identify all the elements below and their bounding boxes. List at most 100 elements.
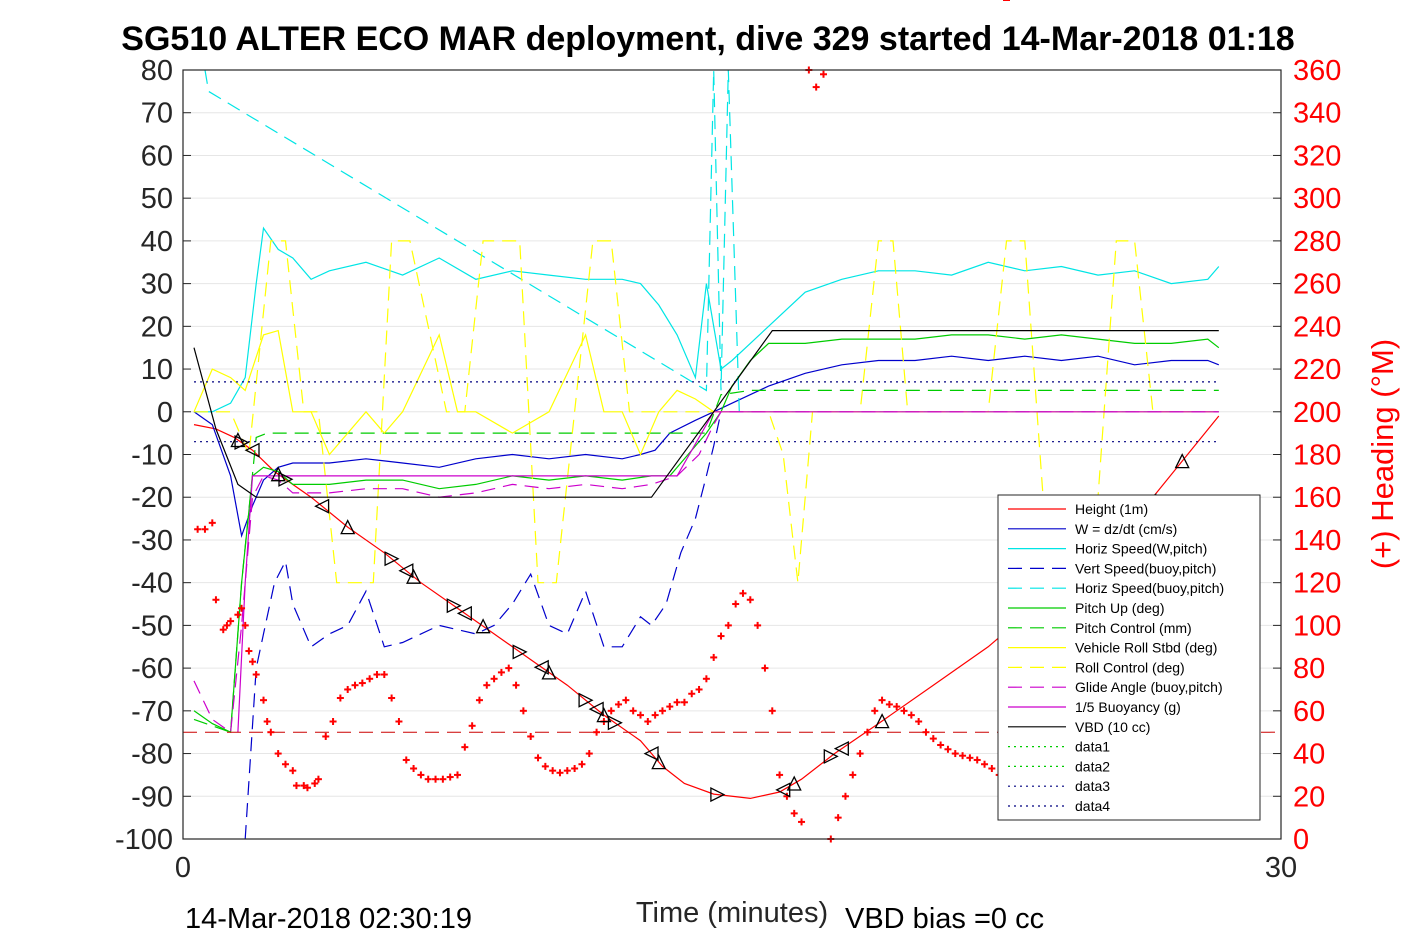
glide-marker <box>1174 453 1190 469</box>
heading-point <box>754 621 762 629</box>
left-tick-label: 60 <box>141 140 173 172</box>
glide-marker <box>786 775 802 791</box>
heading-point <box>329 718 337 726</box>
legend-label: Pitch Control (mm) <box>1075 620 1192 636</box>
left-tick-label: -40 <box>131 568 173 600</box>
left-tick-label: 10 <box>141 354 173 386</box>
right-tick-label: 80 <box>1293 653 1325 685</box>
left-tick-label: -100 <box>115 824 173 856</box>
series-line-0 <box>193 415 1220 800</box>
x-axis-ticks: 0 30 <box>175 852 1297 884</box>
heading-point <box>812 83 820 91</box>
heading-point <box>929 735 937 743</box>
heading-points <box>194 0 1010 843</box>
heading-point <box>454 771 461 779</box>
glide-markers <box>230 432 1190 803</box>
heading-point <box>344 685 352 693</box>
x-tick-label: 0 <box>175 852 191 884</box>
heading-point <box>292 782 300 790</box>
glide-marker <box>456 605 472 621</box>
left-tick-label: -10 <box>131 440 173 472</box>
heading-point <box>311 779 319 787</box>
glide-marker <box>710 787 726 803</box>
left-axis-ticks: 80 70 60 50 40 30 20 10 0 -10 -20 -30 -40 -50 -60 -70 -8… <box>115 55 191 856</box>
heading-point <box>776 771 784 779</box>
heading-point <box>951 750 959 758</box>
heading-point <box>746 596 754 604</box>
right-tick-label: 300 <box>1293 183 1341 215</box>
heading-point <box>388 694 396 702</box>
right-tick-label: 100 <box>1293 610 1341 642</box>
right-tick-label: 60 <box>1293 696 1325 728</box>
right-tick-label: 200 <box>1293 397 1341 429</box>
left-tick-label: -70 <box>131 696 173 728</box>
heading-point <box>658 707 666 715</box>
heading-point <box>798 818 806 826</box>
left-tick-label: -90 <box>131 781 173 813</box>
left-tick-label: -50 <box>131 610 173 642</box>
footer-timestamp: 14-Mar-2018 02:30:19 <box>185 903 472 935</box>
heading-point <box>212 596 220 604</box>
heading-point <box>907 711 915 719</box>
heading-point <box>417 771 425 779</box>
heading-point <box>219 626 227 634</box>
series-line-10 <box>237 411 1219 733</box>
series-line-11 <box>193 330 1219 498</box>
heading-point <box>637 711 644 719</box>
heading-point <box>380 671 388 679</box>
glide-marker <box>314 498 330 514</box>
heading-point <box>959 752 967 760</box>
heading-point <box>571 765 579 773</box>
heading-point <box>424 775 432 783</box>
heading-point <box>475 696 483 704</box>
glide-marker <box>823 748 839 764</box>
heading-point <box>966 754 974 762</box>
heading-point <box>739 589 747 597</box>
heading-point <box>402 756 410 764</box>
glide-marker <box>833 741 849 757</box>
left-tick-label: 70 <box>141 98 173 130</box>
heading-point <box>856 750 864 758</box>
heading-point <box>245 647 253 655</box>
heading-point <box>644 718 652 726</box>
glide-marker <box>244 442 260 458</box>
heading-point <box>563 767 571 775</box>
series-line-9 <box>193 411 1219 734</box>
left-tick-label: -80 <box>131 739 173 771</box>
left-tick-label: -20 <box>131 482 173 514</box>
heading-point <box>724 621 732 629</box>
heading-point <box>702 675 710 683</box>
heading-point <box>578 760 586 768</box>
heading-point <box>893 703 901 711</box>
glide-marker <box>607 715 623 731</box>
right-tick-label: 120 <box>1293 568 1341 600</box>
right-tick-label: 360 <box>1293 55 1341 87</box>
left-tick-label: 80 <box>141 55 173 87</box>
legend-label: data2 <box>1075 758 1110 774</box>
heading-point <box>761 664 769 672</box>
right-tick-label: 340 <box>1293 98 1341 130</box>
series-line-8 <box>194 240 1219 584</box>
series-line-7 <box>193 329 1219 457</box>
glide-marker <box>340 519 356 535</box>
right-axis-ticks: 3603403203002802602402202001801601401201… <box>1273 55 1341 856</box>
heading-point <box>622 696 630 704</box>
heading-point <box>680 698 688 706</box>
heading-point <box>351 681 359 689</box>
left-tick-label: 0 <box>157 397 173 429</box>
heading-point <box>688 690 696 698</box>
legend-label: Horiz Speed(W,pitch) <box>1075 541 1207 557</box>
heading-point <box>461 743 469 751</box>
legend-label: Glide Angle (buoy,pitch) <box>1075 679 1223 695</box>
heading-point <box>790 809 798 817</box>
heading-point <box>227 617 235 625</box>
legend-label: VBD (10 cc) <box>1075 719 1150 735</box>
legend-label: Height (1m) <box>1075 501 1148 517</box>
glide-marker <box>578 692 594 708</box>
glide-marker <box>512 644 528 660</box>
right-tick-label: 220 <box>1293 354 1341 386</box>
heading-point <box>468 722 476 730</box>
glide-marker <box>651 754 667 770</box>
heading-point <box>651 711 659 719</box>
glide-marker <box>278 471 294 487</box>
